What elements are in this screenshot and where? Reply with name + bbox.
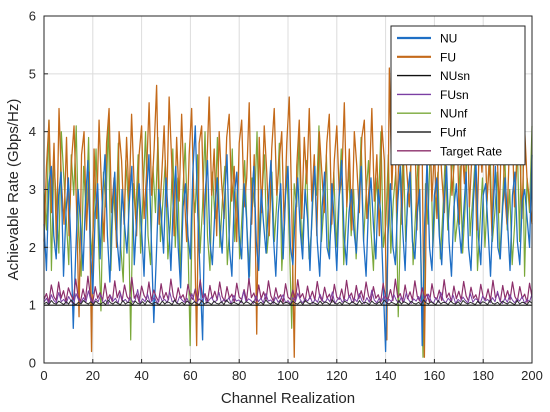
x-tick-label: 80 (232, 368, 246, 383)
legend-box (390, 25, 526, 166)
legend-entry: NUnf (440, 107, 468, 121)
x-tick-label: 40 (134, 368, 148, 383)
series-layer (43, 67, 533, 358)
legend-entry: FUnf (440, 126, 467, 140)
x-tick-label: 0 (40, 368, 47, 383)
legend-entry: FUsn (440, 88, 469, 102)
x-tick-label: 160 (424, 368, 446, 383)
y-tick-label: 4 (29, 124, 36, 139)
y-tick-label: 3 (29, 182, 36, 197)
series-line-nu (43, 125, 533, 353)
x-tick-label: 100 (277, 368, 299, 383)
y-tick-label: 1 (29, 298, 36, 313)
x-tick-label: 140 (375, 368, 397, 383)
x-tick-label: 120 (326, 368, 348, 383)
legend-entry: NUsn (440, 69, 470, 83)
series-line-target-rate (43, 275, 533, 303)
y-tick-label: 6 (29, 9, 36, 24)
y-axis-label: Achievable Rate (Gbps/Hz) (5, 99, 22, 281)
x-axis-label: Channel Realization (221, 390, 355, 407)
y-tick-label: 2 (29, 240, 36, 255)
y-tick-label: 0 (29, 356, 36, 371)
series-line-funf (43, 299, 533, 306)
x-tick-label: 60 (183, 368, 197, 383)
legend: NU FU NUsn FUsn NUnf FUnf Target Rate (390, 25, 526, 166)
legend-entry: NU (440, 32, 457, 46)
legend-entry: FU (440, 50, 456, 64)
legend-entry: Target Rate (440, 144, 502, 158)
y-tick-label: 5 (29, 66, 36, 81)
x-tick-label: 20 (86, 368, 100, 383)
x-axis-ticks: 0 20 40 60 80 100 120 140 160 180 200 (40, 359, 543, 383)
y-axis-ticks: 0 1 2 3 4 5 6 (29, 9, 48, 371)
x-tick-label: 200 (521, 368, 543, 383)
x-tick-label: 180 (472, 368, 494, 383)
